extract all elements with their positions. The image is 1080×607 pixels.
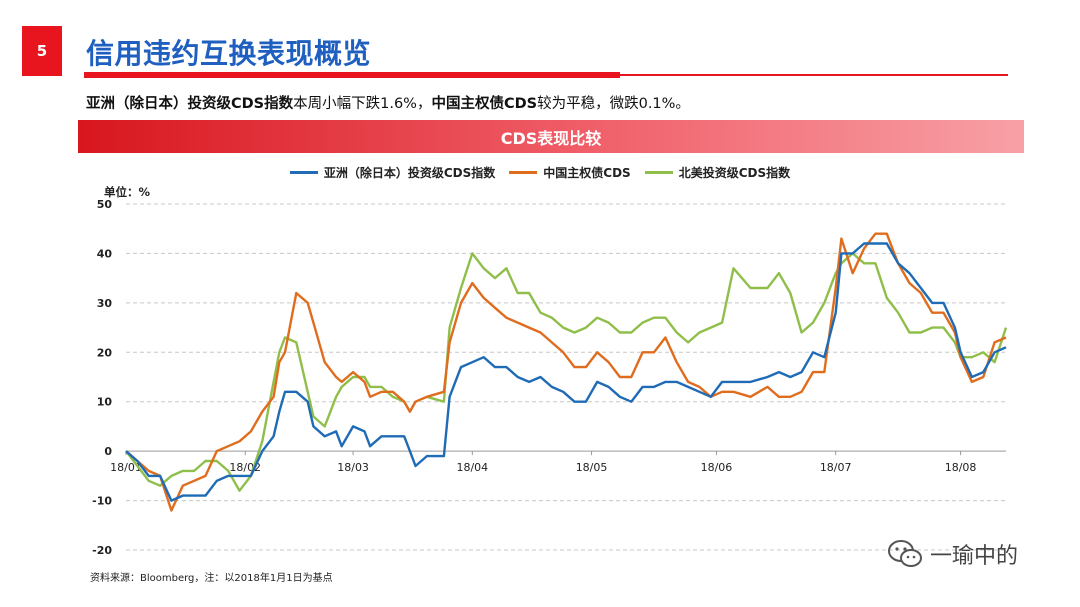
series-line-china	[125, 232, 1007, 512]
wechat-icon	[888, 540, 922, 567]
watermark: 一瑜中的	[886, 538, 1018, 570]
chart-legend: 亚洲（除日本）投资级CDS指数 中国主权债CDS 北美投资级CDS指数	[0, 164, 1080, 181]
summary-bold-1: 亚洲（除日本）投资级CDS指数	[86, 96, 294, 112]
y-tick-label: 40	[97, 247, 113, 260]
series-line-asia	[125, 242, 1007, 502]
chart-banner: CDS表现比较	[78, 120, 1024, 153]
x-tick-label: 18/05	[576, 461, 608, 474]
summary-text-1: 本周小幅下跌1.6%，	[293, 96, 432, 112]
y-tick-label: 50	[97, 198, 113, 211]
y-tick-label: 0	[104, 445, 112, 458]
unit-label: 单位：%	[104, 185, 151, 199]
legend-label-china: 中国主权债CDS	[543, 166, 631, 180]
y-tick-label: 20	[97, 346, 113, 359]
legend-item-asia: 亚洲（除日本）投资级CDS指数	[289, 164, 496, 181]
title-rule-thin	[620, 74, 1008, 76]
legend-item-china: 中国主权债CDS	[509, 164, 631, 181]
x-tick-label: 18/01	[110, 461, 142, 474]
x-tick-label: 18/03	[337, 461, 369, 474]
x-tick-label: 18/07	[820, 461, 852, 474]
x-tick-label: 18/04	[456, 461, 488, 474]
title-rule-thick	[84, 72, 620, 78]
series-line-na	[125, 252, 1008, 492]
summary-bold-2: 中国主权债CDS	[431, 96, 538, 112]
page-title: 信用违约互换表现概览	[86, 37, 372, 70]
legend-label-asia: 亚洲（除日本）投资级CDS指数	[323, 166, 496, 180]
legend-swatch-na	[644, 171, 673, 174]
source-note: 资料来源：Bloomberg，注：以2018年1月1日为基点	[90, 573, 333, 584]
x-tick-label: 18/06	[701, 461, 733, 474]
y-tick-label: -20	[92, 544, 112, 557]
legend-item-na: 北美投资级CDS指数	[644, 164, 791, 181]
legend-swatch-china	[509, 171, 538, 174]
legend-label-na: 北美投资级CDS指数	[678, 166, 791, 180]
chart-title: CDS表现比较	[500, 128, 602, 148]
y-tick-label: 30	[97, 297, 113, 310]
x-tick-label: 18/08	[945, 461, 977, 474]
y-tick-label: 10	[97, 396, 113, 409]
page-number-badge: 5	[22, 26, 62, 76]
summary-text-2: 较为平稳，微跌0.1%。	[537, 96, 690, 112]
legend-swatch-asia	[289, 171, 318, 174]
watermark-text: 一瑜中的	[930, 544, 1019, 569]
summary-text: 亚洲（除日本）投资级CDS指数本周小幅下跌1.6%，中国主权债CDS较为平稳，微…	[86, 92, 690, 113]
y-tick-label: -10	[92, 495, 112, 508]
